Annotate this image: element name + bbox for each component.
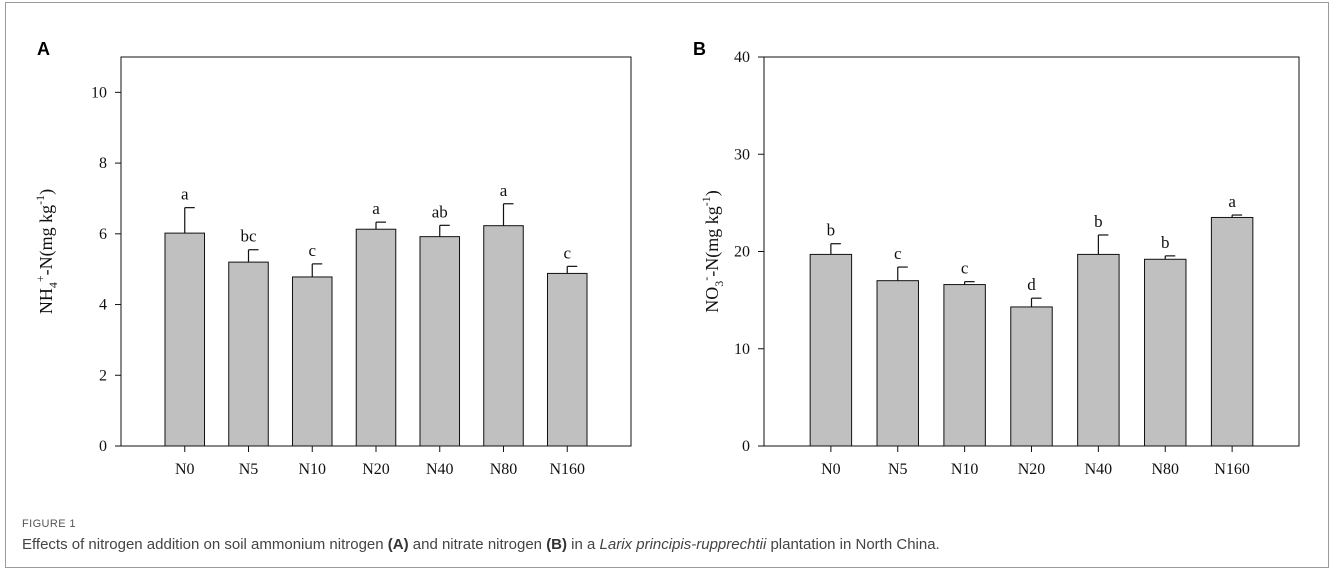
x-tick-label-n40: N40 (1085, 461, 1113, 478)
x-tick-label-n0: N0 (175, 461, 195, 478)
x-tick-label-n5: N5 (888, 461, 908, 478)
bar-n5 (876, 280, 919, 447)
y-tick-label: 30 (734, 146, 750, 163)
significance-letter-n10: c (961, 259, 969, 278)
bar-n0 (164, 232, 206, 447)
y-tick-label: 10 (734, 341, 750, 358)
caption-part-3: in a (567, 536, 600, 553)
significance-letter-n10: c (308, 241, 316, 260)
significance-letter-n5: bc (240, 227, 257, 246)
figure-caption: Effects of nitrogen addition on soil amm… (22, 536, 1312, 553)
y-tick-label: 0 (99, 438, 107, 455)
x-tick-label-n80: N80 (1151, 461, 1179, 478)
caption-tag-b: (B) (546, 536, 568, 553)
significance-letter-n160: c (563, 243, 571, 262)
caption-part-2: and nitrate nitrogen (408, 536, 547, 553)
x-tick-label-n160: N160 (1214, 461, 1250, 478)
chart-panel-b: 0 10 20 30 40 b N0 c N5 c N10 d N20 b N40 b N80 a N160 NO3-… (699, 49, 1300, 478)
significance-letter-n5: c (894, 244, 902, 263)
significance-letter-n0: b (827, 221, 836, 240)
significance-letter-n80: a (500, 181, 508, 200)
y-tick-label: 20 (734, 244, 750, 261)
figure-label: FIGURE 1 (22, 518, 76, 530)
bar-n40 (419, 236, 461, 447)
bar-n0 (809, 253, 853, 447)
x-tick-label-n40: N40 (426, 461, 454, 478)
significance-letter-n20: a (372, 199, 380, 218)
significance-letter-n40: ab (432, 202, 448, 221)
x-tick-label-n5: N5 (239, 461, 259, 478)
figure-charts: A B 0246810aN0bcN5cN10aN20abN40aN80cN160… (33, 39, 1300, 478)
x-tick-label-n10: N10 (298, 461, 326, 478)
significance-letter-n40: b (1094, 212, 1103, 231)
significance-letter-n20: d (1027, 275, 1036, 294)
bar-n20 (355, 228, 397, 447)
x-tick-label-n80: N80 (490, 461, 518, 478)
bar-n80 (1144, 258, 1187, 447)
bar-n160 (546, 272, 588, 447)
y-tick-label: 40 (734, 49, 750, 66)
bar-n20 (1010, 306, 1053, 447)
caption-part-4: plantation in North China. (766, 536, 940, 553)
bar-n5 (228, 261, 269, 447)
caption-part-1: Effects of nitrogen addition on soil amm… (22, 536, 388, 553)
x-tick-label-n20: N20 (362, 461, 390, 478)
panel-letter-b: B (693, 39, 706, 59)
y-tick-label: 2 (99, 367, 107, 384)
y-axis-label: NH4+-N(mg kg-1) (33, 189, 60, 314)
y-axis-label: NO3--N(mg kg-1) (699, 190, 726, 313)
x-tick-label-n20: N20 (1018, 461, 1046, 478)
significance-letter-n0: a (181, 185, 189, 204)
x-tick-label-n160: N160 (549, 461, 585, 478)
bar-n40 (1077, 253, 1120, 447)
bar-n10 (943, 284, 986, 447)
y-tick-label: 6 (99, 226, 107, 243)
caption-tag-a: (A) (387, 536, 409, 553)
chart-panel-a: 0 2 4 6 8 10 a N0 bc N5 c N10 a N20 ab N40 a N80 c N160 NH4+… (33, 56, 632, 478)
panel-letter-a: A (37, 39, 50, 59)
y-tick-label: 10 (91, 84, 107, 101)
x-tick-label-n10: N10 (951, 461, 979, 478)
caption-species: Larix principis-rupprechtii (599, 536, 767, 553)
x-tick-label-n0: N0 (821, 461, 841, 478)
y-tick-label: 4 (99, 297, 107, 314)
significance-letter-n160: a (1228, 192, 1236, 211)
bar-n80 (483, 225, 524, 447)
bar-n160 (1210, 216, 1254, 447)
y-tick-label: 8 (99, 155, 107, 172)
bar-n10 (291, 276, 333, 447)
y-tick-label: 0 (742, 438, 750, 455)
significance-letter-n80: b (1161, 233, 1170, 252)
